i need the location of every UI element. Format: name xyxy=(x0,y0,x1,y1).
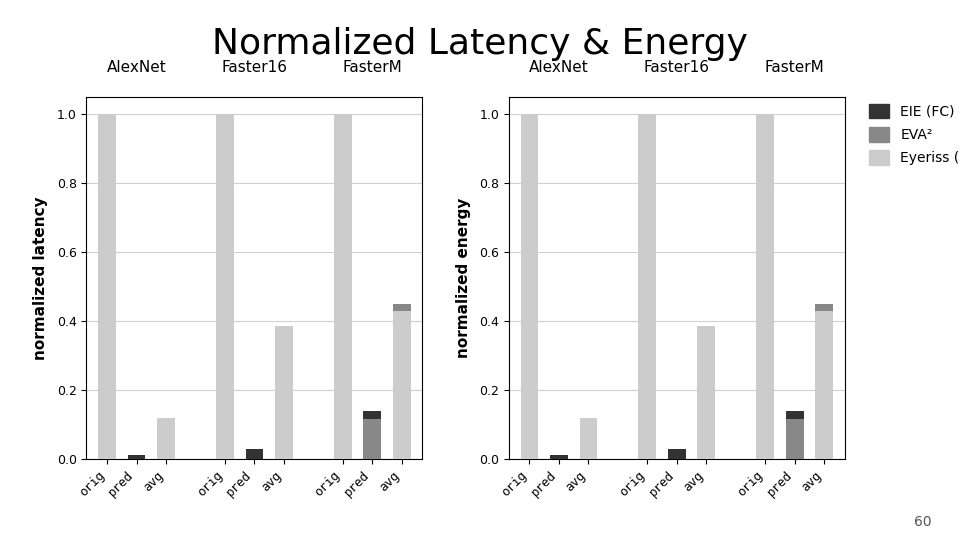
Bar xyxy=(756,114,774,459)
Bar xyxy=(275,326,293,459)
Bar xyxy=(393,311,411,459)
Bar xyxy=(216,114,234,459)
Bar xyxy=(157,417,175,459)
Bar xyxy=(128,455,145,459)
Bar xyxy=(697,326,715,459)
Y-axis label: normalized energy: normalized energy xyxy=(456,198,470,358)
Bar xyxy=(520,114,539,459)
Bar xyxy=(786,420,804,459)
Bar xyxy=(246,449,263,459)
Bar xyxy=(580,417,597,459)
Text: AlexNet: AlexNet xyxy=(107,60,166,76)
Bar xyxy=(364,420,381,459)
Bar xyxy=(550,455,567,459)
Text: FasterM: FasterM xyxy=(765,60,825,76)
Y-axis label: normalized latency: normalized latency xyxy=(34,196,48,360)
Bar xyxy=(334,114,351,459)
Text: Faster16: Faster16 xyxy=(644,60,709,76)
Bar xyxy=(638,114,657,459)
Bar xyxy=(393,304,411,311)
Text: AlexNet: AlexNet xyxy=(529,60,588,76)
Text: 60: 60 xyxy=(914,515,931,529)
Bar xyxy=(364,411,381,420)
Text: FasterM: FasterM xyxy=(343,60,402,76)
Bar xyxy=(98,114,116,459)
Bar xyxy=(668,449,685,459)
Text: Normalized Latency & Energy: Normalized Latency & Energy xyxy=(212,27,748,61)
Text: Faster16: Faster16 xyxy=(222,60,287,76)
Legend: EIE (FC), EVA², Eyeriss (conv): EIE (FC), EVA², Eyeriss (conv) xyxy=(869,104,960,165)
Bar xyxy=(815,304,833,311)
Bar xyxy=(815,311,833,459)
Bar xyxy=(786,411,804,420)
